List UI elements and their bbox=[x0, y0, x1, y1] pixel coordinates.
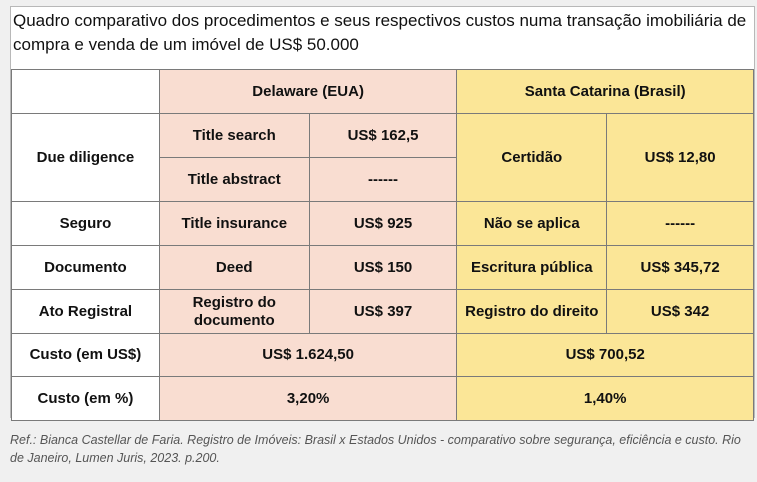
header-delaware: Delaware (EUA) bbox=[158, 69, 458, 114]
table-row: Ato Registral Registro do documento US$ … bbox=[11, 289, 754, 334]
cell-certidao-cost: US$ 12,80 bbox=[606, 113, 754, 202]
row-label-custo-pct: Custo (em %) bbox=[11, 376, 160, 421]
row-label-documento: Documento bbox=[11, 245, 160, 290]
cell-title-abstract: Title abstract bbox=[158, 157, 310, 202]
header-empty-cell bbox=[11, 69, 160, 114]
cell-escritura-publica: Escritura pública bbox=[456, 245, 608, 290]
cell-title-abstract-cost: ------ bbox=[308, 157, 458, 202]
table-title: Quadro comparativo dos procedimentos e s… bbox=[13, 11, 747, 54]
table-row: Title abstract ------ bbox=[12, 157, 754, 202]
cell-santa-catarina-total-pct: 1,40% bbox=[456, 376, 754, 421]
row-label-seguro: Seguro bbox=[11, 201, 160, 246]
cell-nao-se-aplica: Não se aplica bbox=[456, 201, 608, 246]
header-row: Delaware (EUA) Santa Catarina (Brasil) bbox=[11, 69, 754, 114]
cell-registro-do-direito: Registro do direito bbox=[456, 289, 608, 334]
cell-registro-do-documento-cost: US$ 397 bbox=[308, 289, 458, 334]
cell-escritura-publica-cost: US$ 345,72 bbox=[606, 245, 754, 290]
table-row: Documento Deed US$ 150 Escritura pública… bbox=[11, 245, 754, 290]
cell-title-search-cost: US$ 162,5 bbox=[308, 113, 458, 158]
cell-delaware-total-usd: US$ 1.624,50 bbox=[158, 333, 458, 377]
cell-certidao: Certidão bbox=[456, 113, 608, 202]
cell-deed-cost: US$ 150 bbox=[308, 245, 458, 290]
header-santa-catarina: Santa Catarina (Brasil) bbox=[456, 69, 754, 114]
row-label-ato-registral: Ato Registral bbox=[11, 289, 160, 334]
cell-nao-se-aplica-cost: ------ bbox=[606, 201, 754, 246]
table-row: Seguro Title insurance US$ 925 Não se ap… bbox=[11, 201, 754, 246]
table-row: Custo (em %) 3,20% 1,40% bbox=[11, 376, 754, 421]
cell-santa-catarina-total-usd: US$ 700,52 bbox=[456, 333, 754, 377]
cell-deed: Deed bbox=[158, 245, 310, 290]
figure-caption: Ref.: Bianca Castellar de Faria. Registr… bbox=[10, 433, 741, 465]
cell-title-search: Title search bbox=[158, 113, 310, 158]
row-label-custo-usd: Custo (em US$) bbox=[11, 333, 160, 377]
table-row: Custo (em US$) US$ 1.624,50 US$ 700,52 bbox=[11, 333, 754, 377]
cell-delaware-total-pct: 3,20% bbox=[158, 376, 458, 421]
table-row: Due diligence Title search US$ 162,5 Cer… bbox=[11, 113, 754, 202]
cell-title-insurance: Title insurance bbox=[158, 201, 310, 246]
cell-registro-do-documento: Registro do documento bbox=[158, 289, 310, 334]
cell-registro-do-direito-cost: US$ 342 bbox=[606, 289, 754, 334]
cell-title-insurance-cost: US$ 925 bbox=[308, 201, 458, 246]
row-label-due-diligence: Due diligence bbox=[11, 113, 160, 202]
comparison-table: Delaware (EUA) Santa Catarina (Brasil) D… bbox=[11, 69, 754, 421]
comparison-table-container: Quadro comparativo dos procedimentos e s… bbox=[10, 6, 755, 421]
